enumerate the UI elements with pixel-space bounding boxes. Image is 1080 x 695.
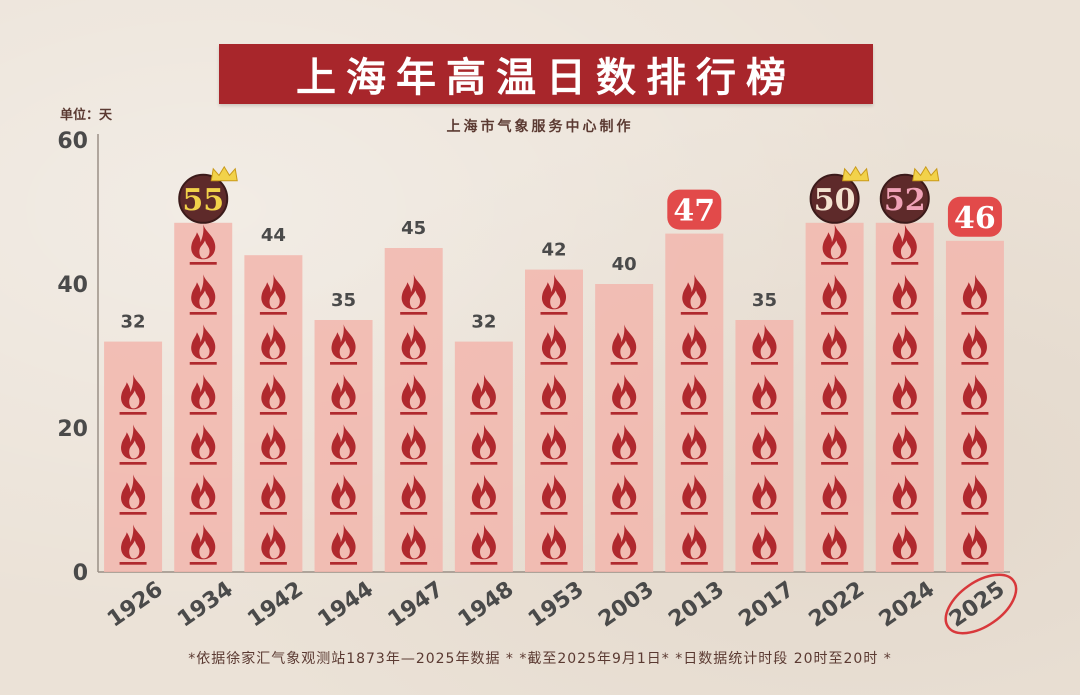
value-badge [809, 173, 860, 224]
bar-group: 44 1942 [243, 225, 307, 632]
x-tick-label: 1942 [243, 577, 307, 633]
bar [805, 222, 864, 573]
value-label: 40 [612, 254, 637, 275]
value-label: 44 [261, 225, 286, 246]
highlight-circle [944, 573, 1018, 635]
bar-group: 45 1947 [384, 218, 448, 632]
crown-icon [210, 165, 238, 182]
y-tick-label: 60 [57, 129, 88, 154]
x-tick-label: 1934 [173, 577, 237, 633]
bar-group: 50 2022 [805, 165, 870, 633]
value-label: 50 [814, 183, 856, 218]
bar-group: 32 1948 [454, 312, 518, 633]
value-label: 42 [541, 240, 566, 261]
value-badge [947, 196, 1002, 237]
x-tick-label: 1953 [524, 577, 588, 633]
chart-subtitle: 上海市气象服务中心制作 [446, 119, 634, 135]
value-label: 35 [752, 290, 777, 311]
value-label: 55 [182, 183, 224, 218]
unit-label: 单位：天 [60, 108, 113, 123]
bar [525, 269, 583, 572]
bar [174, 222, 233, 573]
value-label: 45 [401, 218, 426, 239]
crown-icon [842, 165, 870, 182]
bar-group: 32 1926 [103, 312, 167, 633]
bar [595, 284, 654, 572]
x-tick-label: 2013 [664, 577, 728, 633]
title-banner: 上海年高温日数排行榜 [219, 44, 873, 104]
footnote: *依据徐家汇气象观测站1873年—2025年数据 * *截至2025年9月1日*… [188, 651, 892, 667]
bar-group: 42 1953 [524, 240, 588, 633]
x-tick-label: 1948 [454, 577, 518, 633]
x-tick-label: 2022 [805, 577, 869, 633]
crown-icon [912, 165, 940, 182]
value-badge [178, 173, 229, 224]
bar-group: 52 2024 [875, 165, 940, 633]
bar-group: 35 2017 [734, 290, 798, 632]
bar-group: 46 2025 [944, 196, 1018, 635]
value-label: 47 [673, 194, 715, 229]
x-tick-label: 2024 [875, 577, 939, 633]
bar-group: 55 1934 [173, 165, 238, 633]
x-tick-label: 1947 [384, 577, 448, 633]
x-tick-label: 1944 [314, 577, 378, 633]
value-badge [879, 173, 930, 224]
value-label: 32 [471, 312, 496, 333]
bar-group: 40 2003 [594, 254, 658, 632]
x-tick-label: 1926 [103, 577, 167, 633]
y-tick-label: 0 [73, 561, 88, 586]
y-tick-label: 40 [57, 273, 88, 298]
value-label: 35 [331, 290, 356, 311]
chart-title: 上海年高温日数排行榜 [296, 55, 796, 101]
value-label: 46 [954, 201, 996, 236]
bar-group: 35 1944 [314, 290, 378, 632]
x-tick-label: 2025 [945, 577, 1009, 633]
bar [945, 240, 1004, 573]
value-label: 32 [121, 312, 146, 333]
bar [875, 222, 934, 573]
value-label: 52 [884, 183, 926, 218]
value-badge [667, 189, 722, 230]
x-tick-label: 2003 [594, 577, 658, 633]
bar-group: 47 2013 [664, 189, 729, 633]
y-tick-label: 20 [57, 417, 88, 442]
bar [384, 248, 443, 572]
x-tick-label: 2017 [734, 577, 798, 633]
